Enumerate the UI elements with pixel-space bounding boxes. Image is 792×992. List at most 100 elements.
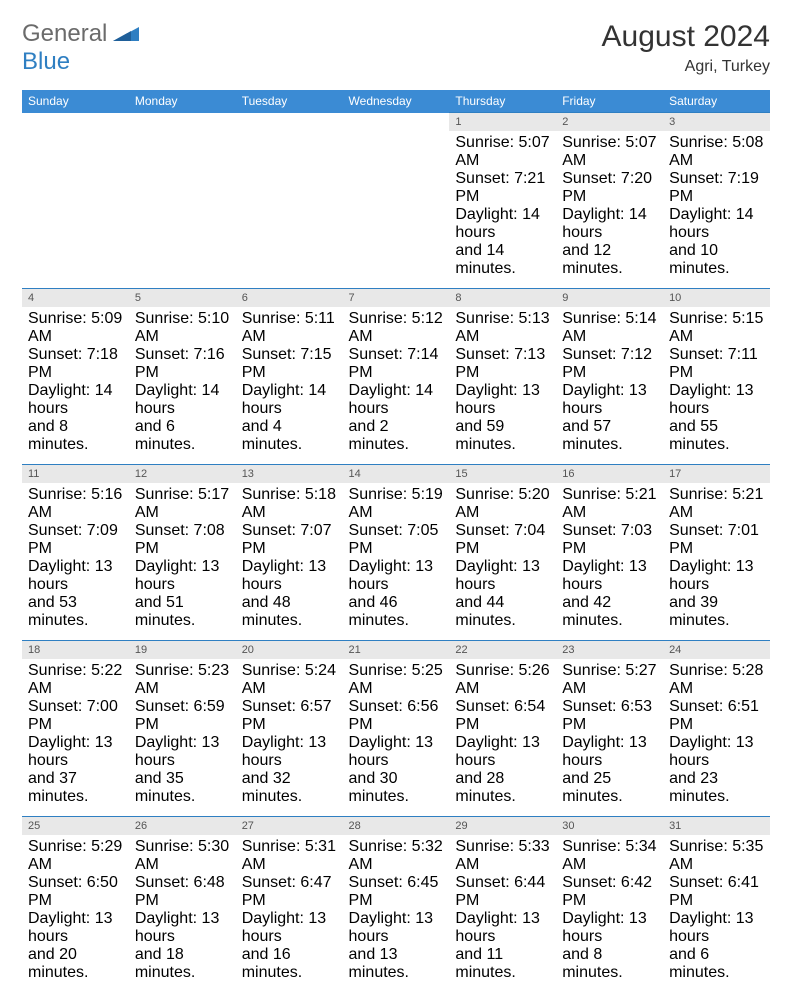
sunset-text: Sunset: 7:08 PM [135,522,230,558]
day-info-cell: Sunrise: 5:13 AMSunset: 7:13 PMDaylight:… [449,307,556,465]
day-number-cell: 19 [129,641,236,660]
sunset-text: Sunset: 7:19 PM [669,170,764,206]
day-info-cell: Sunrise: 5:33 AMSunset: 6:44 PMDaylight:… [449,835,556,992]
daylight-text-1: Daylight: 13 hours [562,382,657,418]
day-number-cell: 9 [556,289,663,308]
daylight-text-2: and 55 minutes. [669,418,764,454]
sunrise-text: Sunrise: 5:19 AM [349,486,444,522]
day-info-cell: Sunrise: 5:21 AMSunset: 7:03 PMDaylight:… [556,483,663,641]
daylight-text-2: and 6 minutes. [669,946,764,982]
day-info-cell: Sunrise: 5:20 AMSunset: 7:04 PMDaylight:… [449,483,556,641]
daylight-text-1: Daylight: 13 hours [562,734,657,770]
sunset-text: Sunset: 6:44 PM [455,874,550,910]
daylight-text-1: Daylight: 13 hours [135,558,230,594]
daylight-text-2: and 11 minutes. [455,946,550,982]
dayname-header-row: Sunday Monday Tuesday Wednesday Thursday… [22,90,770,113]
daylight-text-1: Daylight: 13 hours [135,910,230,946]
title-block: August 2024 Agri, Turkey [602,20,770,76]
sunset-text: Sunset: 7:09 PM [28,522,123,558]
daylight-text-2: and 59 minutes. [455,418,550,454]
sunset-text: Sunset: 7:15 PM [242,346,337,382]
daylight-text-1: Daylight: 13 hours [669,382,764,418]
day-info-cell: Sunrise: 5:32 AMSunset: 6:45 PMDaylight:… [343,835,450,992]
sunset-text: Sunset: 6:54 PM [455,698,550,734]
day-info-cell [129,131,236,289]
day-info-cell: Sunrise: 5:07 AMSunset: 7:20 PMDaylight:… [556,131,663,289]
sunrise-text: Sunrise: 5:20 AM [455,486,550,522]
day-info-cell: Sunrise: 5:08 AMSunset: 7:19 PMDaylight:… [663,131,770,289]
daylight-text-2: and 57 minutes. [562,418,657,454]
sunrise-text: Sunrise: 5:07 AM [455,134,550,170]
dayname-tue: Tuesday [236,90,343,113]
day-number-cell: 18 [22,641,129,660]
daylight-text-2: and 30 minutes. [349,770,444,806]
day-info-cell: Sunrise: 5:22 AMSunset: 7:00 PMDaylight:… [22,659,129,817]
daylight-text-1: Daylight: 14 hours [669,206,764,242]
day-number-cell: 23 [556,641,663,660]
daylight-text-1: Daylight: 13 hours [455,910,550,946]
sunset-text: Sunset: 7:04 PM [455,522,550,558]
daylight-text-1: Daylight: 13 hours [242,734,337,770]
sunrise-text: Sunrise: 5:29 AM [28,838,123,874]
day-number-cell [343,113,450,132]
daylight-text-1: Daylight: 14 hours [242,382,337,418]
sunrise-text: Sunrise: 5:12 AM [349,310,444,346]
day-number-cell: 24 [663,641,770,660]
info-row: Sunrise: 5:16 AMSunset: 7:09 PMDaylight:… [22,483,770,641]
daylight-text-2: and 6 minutes. [135,418,230,454]
sunset-text: Sunset: 6:51 PM [669,698,764,734]
sunset-text: Sunset: 6:56 PM [349,698,444,734]
day-number-cell: 12 [129,465,236,484]
month-title: August 2024 [602,20,770,54]
info-row: Sunrise: 5:29 AMSunset: 6:50 PMDaylight:… [22,835,770,992]
sunrise-text: Sunrise: 5:08 AM [669,134,764,170]
sunset-text: Sunset: 7:12 PM [562,346,657,382]
dayname-thu: Thursday [449,90,556,113]
daylight-text-1: Daylight: 13 hours [242,910,337,946]
sunset-text: Sunset: 7:14 PM [349,346,444,382]
day-number-cell: 31 [663,817,770,836]
calendar-body: 123Sunrise: 5:07 AMSunset: 7:21 PMDaylig… [22,113,770,992]
sunrise-text: Sunrise: 5:09 AM [28,310,123,346]
sunrise-text: Sunrise: 5:23 AM [135,662,230,698]
day-info-cell [22,131,129,289]
sunset-text: Sunset: 7:00 PM [28,698,123,734]
sunset-text: Sunset: 7:13 PM [455,346,550,382]
day-info-cell: Sunrise: 5:29 AMSunset: 6:50 PMDaylight:… [22,835,129,992]
logo-text-blue: Blue [22,48,70,75]
sunset-text: Sunset: 7:16 PM [135,346,230,382]
day-number-cell: 22 [449,641,556,660]
day-number-cell: 16 [556,465,663,484]
day-number-cell: 3 [663,113,770,132]
sunrise-text: Sunrise: 5:07 AM [562,134,657,170]
daylight-text-2: and 4 minutes. [242,418,337,454]
sunrise-text: Sunrise: 5:30 AM [135,838,230,874]
day-info-cell: Sunrise: 5:35 AMSunset: 6:41 PMDaylight:… [663,835,770,992]
calendar-table: Sunday Monday Tuesday Wednesday Thursday… [22,90,770,992]
day-info-cell: Sunrise: 5:31 AMSunset: 6:47 PMDaylight:… [236,835,343,992]
daylight-text-1: Daylight: 13 hours [455,558,550,594]
daylight-text-1: Daylight: 13 hours [28,910,123,946]
sunset-text: Sunset: 7:03 PM [562,522,657,558]
day-number-cell: 11 [22,465,129,484]
day-number-cell: 6 [236,289,343,308]
daylight-text-1: Daylight: 13 hours [349,734,444,770]
dayname-mon: Monday [129,90,236,113]
sunset-text: Sunset: 6:45 PM [349,874,444,910]
day-number-cell [236,113,343,132]
sunrise-text: Sunrise: 5:13 AM [455,310,550,346]
location: Agri, Turkey [602,58,770,76]
day-info-cell: Sunrise: 5:15 AMSunset: 7:11 PMDaylight:… [663,307,770,465]
day-number-cell: 29 [449,817,556,836]
sunrise-text: Sunrise: 5:10 AM [135,310,230,346]
daynum-row: 11121314151617 [22,465,770,484]
sunset-text: Sunset: 7:11 PM [669,346,764,382]
day-number-cell [22,113,129,132]
daylight-text-2: and 2 minutes. [349,418,444,454]
sunrise-text: Sunrise: 5:11 AM [242,310,337,346]
daylight-text-2: and 32 minutes. [242,770,337,806]
dayname-sat: Saturday [663,90,770,113]
daylight-text-2: and 20 minutes. [28,946,123,982]
sunrise-text: Sunrise: 5:33 AM [455,838,550,874]
daylight-text-2: and 8 minutes. [562,946,657,982]
